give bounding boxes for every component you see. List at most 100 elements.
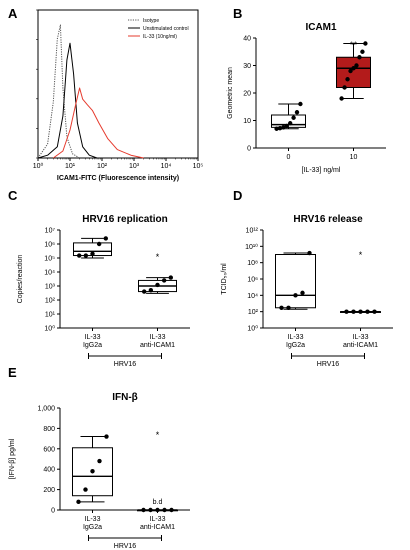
box-data-point xyxy=(277,126,283,131)
panel-d-y-tick-label: 10⁰ xyxy=(247,325,258,333)
panel-a-x-tick-label: 10⁴ xyxy=(161,163,172,170)
box-data-point xyxy=(286,305,291,310)
panel-c-category-label: IgG2a xyxy=(83,342,102,349)
panel-d-category-label: IL-33 xyxy=(353,334,369,341)
box-data-point xyxy=(76,499,81,505)
panel-c-y-axis-label: Copies/reaction xyxy=(17,255,24,304)
box-data-point xyxy=(360,49,365,54)
box-data-point xyxy=(169,507,174,513)
panel-a-legend-label: IL-33 (10ng/ml) xyxy=(143,34,177,40)
panel-b-y-axis-label: Geometric mean xyxy=(227,67,234,119)
panel-c-y-tick-label: 10³ xyxy=(45,284,56,291)
panel-d-group-label: HRV16 xyxy=(317,361,340,368)
box-data-point xyxy=(284,123,289,129)
box-data-point xyxy=(96,241,102,247)
panel-letter-c: C xyxy=(8,188,18,203)
box-data-point xyxy=(307,250,312,256)
panel-a-series-line xyxy=(37,42,98,159)
box-data-point xyxy=(161,278,167,283)
box-data-point xyxy=(279,305,284,310)
panel-e-category-label: IL-33 xyxy=(150,516,166,523)
box-body xyxy=(275,254,316,309)
box-data-point xyxy=(372,309,377,314)
panel-c-y-tick-label: 10⁷ xyxy=(45,228,56,235)
panel-a-frame xyxy=(37,9,199,159)
box-data-point xyxy=(365,309,370,314)
box-data-point xyxy=(281,125,286,130)
box-data-point xyxy=(354,63,359,68)
box-data-point xyxy=(103,236,109,241)
panel-d-category-label: anti-ICAM1 xyxy=(343,342,378,349)
box-data-point xyxy=(300,290,305,296)
box-data-point xyxy=(351,309,356,314)
box-data-point xyxy=(342,85,347,90)
box-data-point xyxy=(77,253,82,258)
box-data-point xyxy=(293,293,298,298)
box-data-point xyxy=(288,121,293,126)
panel-d-annotation: * xyxy=(359,250,363,260)
panel-d-title: HRV16 release xyxy=(293,214,363,225)
panel-a-legend-label: Unstimulated control xyxy=(143,26,189,32)
box-data-point xyxy=(344,309,349,314)
panel-e-annotation: * xyxy=(156,430,160,440)
box-data-point xyxy=(90,469,95,474)
panel-d-y-tick-label: 10¹² xyxy=(246,228,259,235)
panel-a-x-axis-label: ICAM1-FITC (Fluorescence intensity) xyxy=(57,175,179,182)
panel-b-category-label: 0 xyxy=(287,154,291,161)
panel-c-group-label: HRV16 xyxy=(114,361,137,368)
panel-b-annotation: ** xyxy=(350,40,358,50)
box-data-point xyxy=(168,275,173,280)
box-data-point xyxy=(97,458,102,464)
panel-e-y-tick-label: 0 xyxy=(51,508,55,515)
panel-e-y-tick-label: 400 xyxy=(43,467,55,474)
box-data-point xyxy=(141,507,146,513)
panel-d-y-axis-label: TCID₅₀/ml xyxy=(221,263,228,295)
panel-e-category-label: IgG2a xyxy=(83,524,102,531)
panel-c-category-label: anti-ICAM1 xyxy=(140,342,175,349)
panel-c-y-tick-label: 10⁵ xyxy=(44,256,55,263)
box-data-point xyxy=(358,309,363,314)
box-data-point xyxy=(298,101,303,107)
panel-b-title: ICAM1 xyxy=(305,22,337,33)
box-data-point xyxy=(274,126,279,131)
box-data-point xyxy=(155,507,160,513)
box-data-point xyxy=(142,289,147,294)
panel-b-category-label: 10 xyxy=(350,154,358,161)
panel-c-title: HRV16 replication xyxy=(82,214,167,225)
panel-b-y-tick-label: 0 xyxy=(247,146,251,153)
panel-c-y-tick-label: 10⁴ xyxy=(44,270,55,277)
panel-d-category-label: IgG2a xyxy=(286,342,305,349)
panel-e-category-label: IL-33 xyxy=(85,516,101,523)
box-data-point xyxy=(162,507,167,513)
box-data-point xyxy=(155,282,160,288)
panel-c-category-label: IL-33 xyxy=(150,334,166,341)
panel-d-y-tick-label: 10¹⁰ xyxy=(245,243,258,251)
panel-a-series-line xyxy=(37,24,80,159)
panel-d-category-label: IL-33 xyxy=(288,334,304,341)
panel-c-y-tick-label: 10⁶ xyxy=(44,242,55,249)
panel-c-y-tick-label: 10⁰ xyxy=(44,325,55,333)
box-data-point xyxy=(339,96,344,101)
box-data-point xyxy=(348,68,353,74)
panel-d-y-tick-label: 10⁸ xyxy=(247,260,258,267)
panel-a-x-tick-label: 10² xyxy=(97,163,108,170)
panel-a-legend-label: Isotype xyxy=(143,18,159,24)
panel-letter-b: B xyxy=(233,6,242,21)
panel-e-y-tick-label: 600 xyxy=(43,446,55,453)
box-body xyxy=(336,56,371,88)
panel-letter-e: E xyxy=(8,365,17,380)
panel-a-x-tick-label: 10⁰ xyxy=(33,162,44,170)
panel-c-annotation: * xyxy=(156,252,160,262)
panel-b-y-tick-label: 30 xyxy=(243,63,251,70)
panel-e-annotation: b.d xyxy=(153,499,163,506)
panel-b-x-axis-label: [IL-33] ng/ml xyxy=(302,167,341,174)
box-data-point xyxy=(291,115,296,120)
panel-d-y-tick-label: 10⁶ xyxy=(247,277,258,284)
panel-c-y-tick-label: 10² xyxy=(45,298,56,305)
box-data-point xyxy=(351,66,356,71)
panel-a-x-tick-label: 10¹ xyxy=(65,163,76,170)
panel-a-x-tick-label: 10⁵ xyxy=(193,163,204,170)
panel-letter-d: D xyxy=(233,188,242,203)
box-data-point xyxy=(83,487,88,492)
